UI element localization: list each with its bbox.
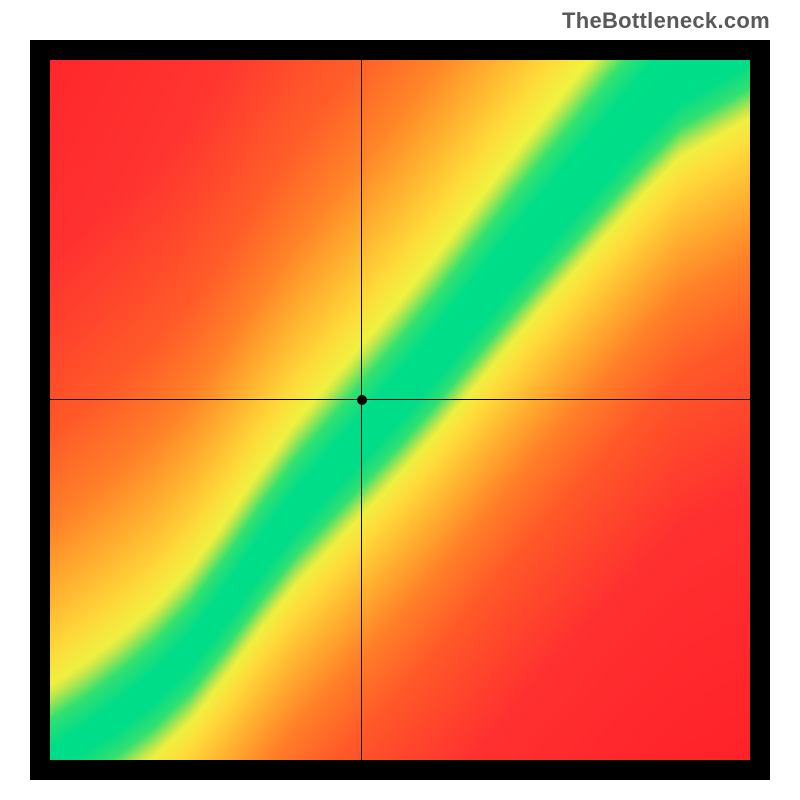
crosshair-marker <box>357 395 367 405</box>
attribution-text: TheBottleneck.com <box>562 8 770 34</box>
heatmap-canvas <box>50 60 750 760</box>
crosshair-horizontal <box>50 399 750 400</box>
chart-plot-area <box>50 60 750 760</box>
chart-container: TheBottleneck.com <box>0 0 800 800</box>
chart-border <box>30 40 770 780</box>
crosshair-vertical <box>361 60 362 760</box>
